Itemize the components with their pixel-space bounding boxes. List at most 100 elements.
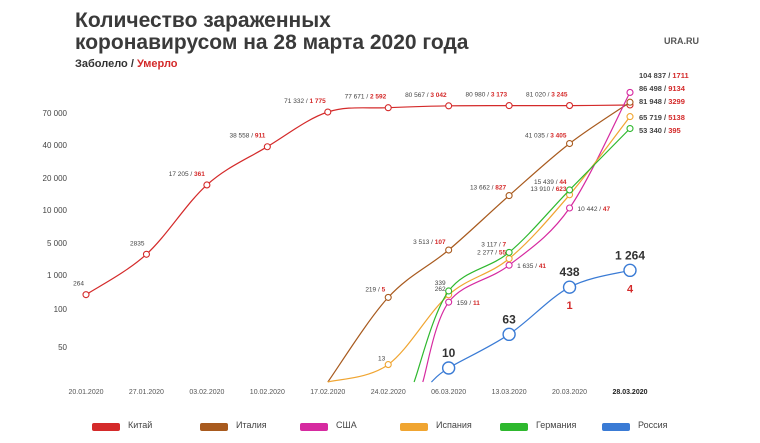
data-label: 17 205 / 361 — [169, 171, 206, 178]
data-label-dead: 5 — [382, 286, 386, 293]
data-label-separator: / — [546, 92, 551, 99]
y-tick-label: 20 000 — [43, 174, 68, 183]
data-label-infected: 13 662 — [470, 185, 490, 192]
y-tick-label: 5 000 — [47, 239, 68, 248]
x-tick-label: 28.03.2020 — [612, 389, 647, 396]
data-label: 15 439 / 44 — [534, 179, 567, 186]
data-label-infected: 2 277 — [477, 250, 494, 257]
data-label: 65 719 / 5138 — [639, 113, 685, 122]
data-label-infected: 438 — [560, 265, 580, 279]
legend-swatch — [500, 423, 528, 431]
data-label-separator: / — [485, 92, 490, 99]
data-point — [626, 98, 634, 106]
data-label-dead: 5138 — [668, 113, 685, 122]
data-label-dead: 3 173 — [491, 92, 508, 99]
data-point — [505, 102, 513, 110]
data-label-infected: 77 671 — [345, 94, 365, 101]
data-label-infected: 63 — [502, 312, 516, 326]
legend-swatch — [300, 423, 328, 431]
data-label: 159 / 11 — [457, 300, 481, 307]
data-label-separator: / — [425, 92, 430, 99]
data-label-infected: 262 — [435, 286, 446, 293]
data-label-separator: / — [545, 133, 550, 140]
data-label: 264 — [73, 281, 84, 288]
data-label-infected: 81 948 — [639, 97, 662, 106]
data-label-dead: 44 — [559, 179, 567, 186]
data-label-infected: 41 035 — [525, 133, 545, 140]
data-label: 1 635 / 41 — [517, 263, 546, 270]
data-label: 41 035 / 3 405 — [525, 133, 567, 140]
data-label-separator: / — [493, 250, 498, 257]
data-label-dead: 2 592 — [370, 94, 387, 101]
data-point — [445, 287, 453, 295]
data-label: 262 — [435, 286, 446, 293]
data-label-separator: / — [597, 206, 602, 213]
x-tick-label: 27.01.2020 — [129, 389, 164, 396]
data-label-dead: 1 — [566, 300, 572, 312]
data-label-dead: 11 — [473, 300, 480, 307]
legend-label: Россия — [638, 420, 668, 430]
data-label-separator: / — [662, 97, 668, 106]
data-point — [263, 143, 271, 151]
data-label-dead: 911 — [255, 133, 266, 140]
series-line — [327, 101, 631, 383]
data-point — [445, 298, 453, 306]
data-label: 81 020 / 3 245 — [526, 92, 568, 99]
data-label-dead: 1711 — [672, 71, 688, 80]
x-tick-label: 10.02.2020 — [250, 389, 285, 396]
data-label-infected: 13 910 — [530, 186, 550, 193]
x-tick-label: 20.01.2020 — [68, 389, 103, 396]
data-point — [445, 246, 453, 254]
data-label-dead: 3 042 — [430, 92, 447, 99]
data-label-separator: / — [490, 185, 495, 192]
data-label-infected: 53 340 — [639, 126, 662, 135]
y-tick-label: 10 000 — [43, 206, 68, 215]
data-label-infected: 17 205 — [169, 171, 189, 178]
data-point — [566, 186, 574, 194]
data-label-infected: 104 837 — [639, 71, 666, 80]
data-label-infected: 13 — [378, 356, 386, 363]
data-label-dead: 1 775 — [309, 98, 326, 105]
data-label-separator: / — [533, 263, 538, 270]
data-label-infected: 38 558 — [230, 133, 250, 140]
data-label-dead: 623 — [556, 186, 567, 193]
ura-logo: URA.RU — [664, 36, 699, 46]
data-label-infected: 10 442 — [578, 206, 598, 213]
chart-title: Количество зараженных коронавирусом на 2… — [75, 10, 595, 54]
subtitle-dead: Умерло — [136, 58, 178, 70]
data-label: 13 910 / 623 — [530, 186, 567, 193]
data-label-infected: 1 264 — [615, 248, 645, 262]
data-point — [445, 102, 453, 110]
data-point — [441, 361, 456, 375]
x-tick-label: 13.03.2020 — [492, 389, 527, 396]
data-point — [626, 88, 634, 96]
data-label: 104 837 / 1711 — [639, 71, 689, 80]
data-label-dead: 41 — [539, 263, 547, 270]
data-label-infected: 86 498 — [639, 84, 662, 93]
data-label: 38 558 / 911 — [230, 133, 266, 140]
data-point — [505, 261, 513, 269]
data-point — [384, 293, 392, 301]
y-tick-label: 70 000 — [43, 109, 68, 118]
data-label-dead: 3 405 — [550, 133, 567, 140]
data-point — [623, 263, 637, 278]
data-label-infected: 80 567 — [405, 92, 425, 99]
legend-label: Испания — [436, 420, 472, 430]
data-label: 80 980 / 3 173 — [466, 92, 508, 99]
chart-title-line-1: Количество зараженных — [75, 9, 331, 32]
data-label-infected: 264 — [73, 281, 84, 288]
data-point — [384, 104, 392, 112]
data-point — [626, 113, 634, 121]
data-label-separator: / — [468, 300, 473, 307]
subtitle-infected: Заболело — [75, 58, 128, 70]
data-label-separator: / — [304, 98, 309, 105]
x-tick-label: 24.02.2020 — [371, 389, 406, 396]
data-label-infected: 2835 — [130, 240, 145, 247]
data-label-infected: 80 980 — [466, 92, 486, 99]
data-label-dead: 3 245 — [551, 92, 568, 99]
data-label: 77 671 / 2 592 — [345, 94, 387, 101]
data-point — [384, 361, 392, 369]
data-label-infected: 1 635 — [517, 263, 534, 270]
data-label-infected: 159 — [457, 300, 468, 307]
data-label-infected: 71 332 — [284, 98, 304, 105]
